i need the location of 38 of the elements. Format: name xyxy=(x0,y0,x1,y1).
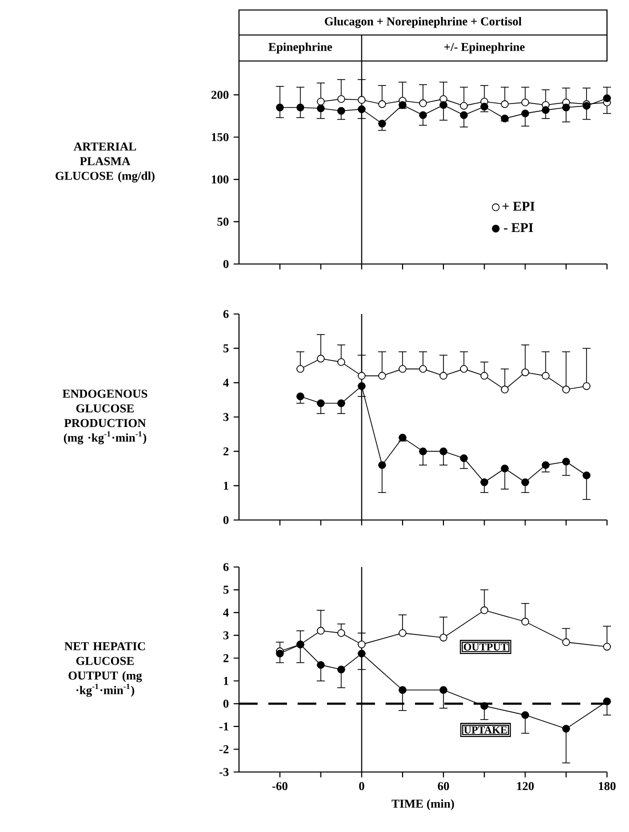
text: +/- Epinephrine xyxy=(444,42,525,54)
x-axis-title: TIME (min) xyxy=(392,799,454,810)
y-axis-title: ENDOGENOUS GLUCOSE PRODUCTION (mg ·kg$^{-1}$·min$^{-1}$) xyxy=(62,390,148,444)
y-tick-label: 0 xyxy=(223,260,228,268)
y-tick-label: 5 xyxy=(223,344,229,352)
x-tick-label: 0 xyxy=(359,782,364,790)
y-tick-label: -1 xyxy=(219,722,228,730)
y-tick-label: 3 xyxy=(223,631,229,640)
x-tick-label: 120 xyxy=(517,782,534,790)
legend-label: + EPI xyxy=(502,202,535,211)
y-tick-label: 4 xyxy=(223,378,229,387)
y-tick-label: 2 xyxy=(223,447,228,456)
x-tick-label: -60 xyxy=(272,782,288,790)
y-tick-label: 6 xyxy=(223,310,229,318)
text: Epinephrine xyxy=(268,42,332,54)
y-axis-title: ARTERIAL PLASMA GLUCOSE (mg/dl) xyxy=(56,142,155,182)
y-tick-label: 1 xyxy=(224,482,228,490)
annotation: UPTAKE xyxy=(464,726,507,734)
y-tick-label: 100 xyxy=(212,175,228,184)
y-tick-label: 50 xyxy=(217,218,228,226)
y-tick-label: 4 xyxy=(223,608,229,617)
y-tick-label: 2 xyxy=(223,654,228,662)
y-tick-label: 0 xyxy=(223,700,228,708)
y-tick-label: 0 xyxy=(223,516,228,524)
y-tick-label: 5 xyxy=(223,586,229,594)
y-tick-label: 1 xyxy=(224,676,228,685)
y-tick-label: -2 xyxy=(219,745,228,754)
y-tick-label: -3 xyxy=(219,768,229,776)
y-tick-label: 6 xyxy=(223,562,229,572)
x-tick-label: 60 xyxy=(438,782,449,790)
y-tick-label: 3 xyxy=(223,412,229,422)
text: Glucagon + Norepinephrine + Cortisol xyxy=(324,17,522,28)
y-axis-title: NET HEPATIC GLUCOSE OUTPUT (mg ·kg$^{-1}$·min$^{-1}$) xyxy=(64,642,145,697)
legend-label: - EPI xyxy=(504,223,534,232)
annotation: OUTPUT xyxy=(464,643,508,651)
y-tick-label: 200 xyxy=(211,90,228,99)
y-tick-label: 150 xyxy=(212,133,228,142)
x-tick-label: 180 xyxy=(598,782,616,790)
